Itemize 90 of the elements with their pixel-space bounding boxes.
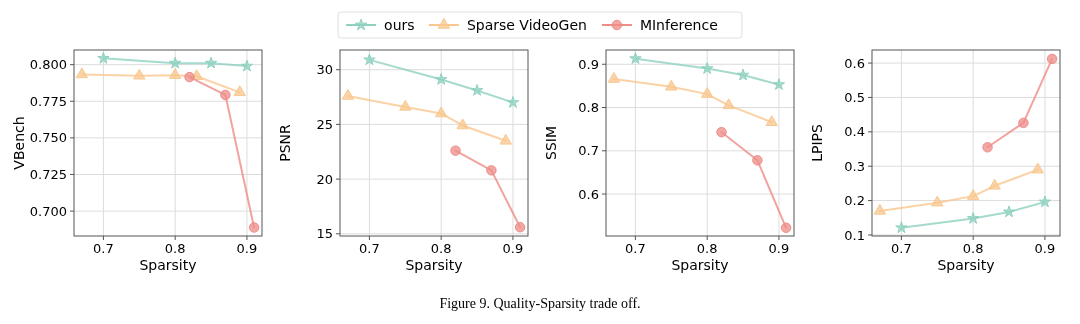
point (204, 56, 218, 69)
x-axis-title: Sparsity (937, 257, 995, 273)
point (1002, 205, 1016, 218)
point (133, 68, 146, 80)
x-tick-label: 0.9 (768, 241, 790, 256)
y-axis-title: LPIPS (809, 124, 825, 162)
caption: Figure 9. Quality-Sparsity trade off. (439, 296, 641, 311)
legend-label: ours (384, 16, 415, 33)
y-tick-label: 0.725 (29, 167, 67, 183)
legend-label: MInference (639, 16, 718, 33)
x-tick-label: 0.9 (1034, 241, 1056, 256)
y-tick-label: 0.6 (578, 186, 599, 202)
point (399, 99, 412, 111)
point (1038, 195, 1052, 208)
x-tick-label: 0.8 (696, 241, 718, 256)
x-tick-label: 0.8 (962, 241, 984, 256)
point (486, 165, 497, 176)
x-axis-title: Sparsity (139, 257, 197, 273)
y-axis-title: SSIM (543, 126, 559, 160)
x-tick-label: 0.7 (93, 241, 114, 256)
point (184, 71, 195, 83)
point (248, 222, 260, 233)
y-tick-label: 0.5 (844, 90, 865, 105)
y-tick-label: 0.750 (29, 130, 67, 146)
point (607, 71, 621, 83)
point (363, 53, 376, 66)
y-tick-label: 0.8 (578, 100, 599, 116)
x-tick-label: 0.7 (891, 241, 912, 256)
point (435, 73, 448, 85)
x-tick-label: 0.9 (236, 241, 258, 256)
y-tick-label: 0.9 (578, 56, 599, 72)
point (765, 115, 778, 126)
point (499, 133, 512, 145)
point (1046, 53, 1058, 65)
point (772, 78, 786, 90)
point (982, 142, 993, 153)
y-tick-label: 0.800 (29, 57, 67, 73)
point (450, 145, 461, 156)
point (701, 87, 714, 98)
point (752, 155, 763, 166)
x-axis-title: Sparsity (405, 257, 463, 273)
point (665, 79, 678, 91)
point (701, 62, 714, 74)
x-tick-label: 0.9 (502, 241, 524, 256)
point (169, 56, 182, 69)
y-tick-label: 0.2 (844, 193, 865, 209)
y-tick-label: 0.6 (844, 55, 865, 71)
point (736, 68, 750, 81)
point (873, 203, 887, 215)
y-tick-label: 0.4 (844, 124, 865, 140)
x-tick-label: 0.7 (625, 241, 646, 256)
y-tick-label: 25 (316, 116, 333, 132)
point (169, 68, 182, 79)
point (456, 118, 469, 130)
y-tick-label: 0.3 (844, 158, 865, 174)
point (506, 96, 520, 108)
point (931, 195, 944, 207)
x-tick-label: 0.8 (430, 241, 452, 256)
point (470, 84, 484, 96)
point (722, 98, 735, 110)
point (780, 222, 792, 233)
point (240, 59, 254, 72)
y-tick-label: 0.7 (578, 143, 599, 159)
point (629, 52, 642, 64)
y-tick-label: 15 (316, 226, 333, 242)
point (220, 89, 231, 101)
y-tick-label: 20 (316, 171, 333, 187)
y-tick-label: 30 (316, 62, 333, 78)
y-tick-label: 0.775 (29, 93, 67, 109)
y-tick-label: 0.700 (29, 203, 67, 219)
point (1031, 162, 1044, 174)
x-tick-label: 0.7 (359, 241, 380, 256)
point (75, 67, 89, 79)
legend-label: Sparse VideoGen (466, 16, 587, 33)
y-axis-title: VBench (11, 116, 27, 170)
point (716, 126, 727, 138)
point (895, 221, 908, 234)
y-tick-label: 0.1 (844, 227, 865, 243)
point (514, 222, 526, 233)
x-axis-title: Sparsity (671, 257, 729, 273)
point (97, 51, 110, 64)
point (1018, 117, 1029, 129)
x-tick-label: 0.8 (164, 241, 186, 256)
point (967, 212, 980, 224)
y-axis-title: PSNR (277, 123, 293, 162)
point (435, 106, 448, 118)
point (233, 85, 246, 97)
point (988, 178, 1001, 190)
point (341, 88, 355, 100)
point (967, 189, 980, 200)
